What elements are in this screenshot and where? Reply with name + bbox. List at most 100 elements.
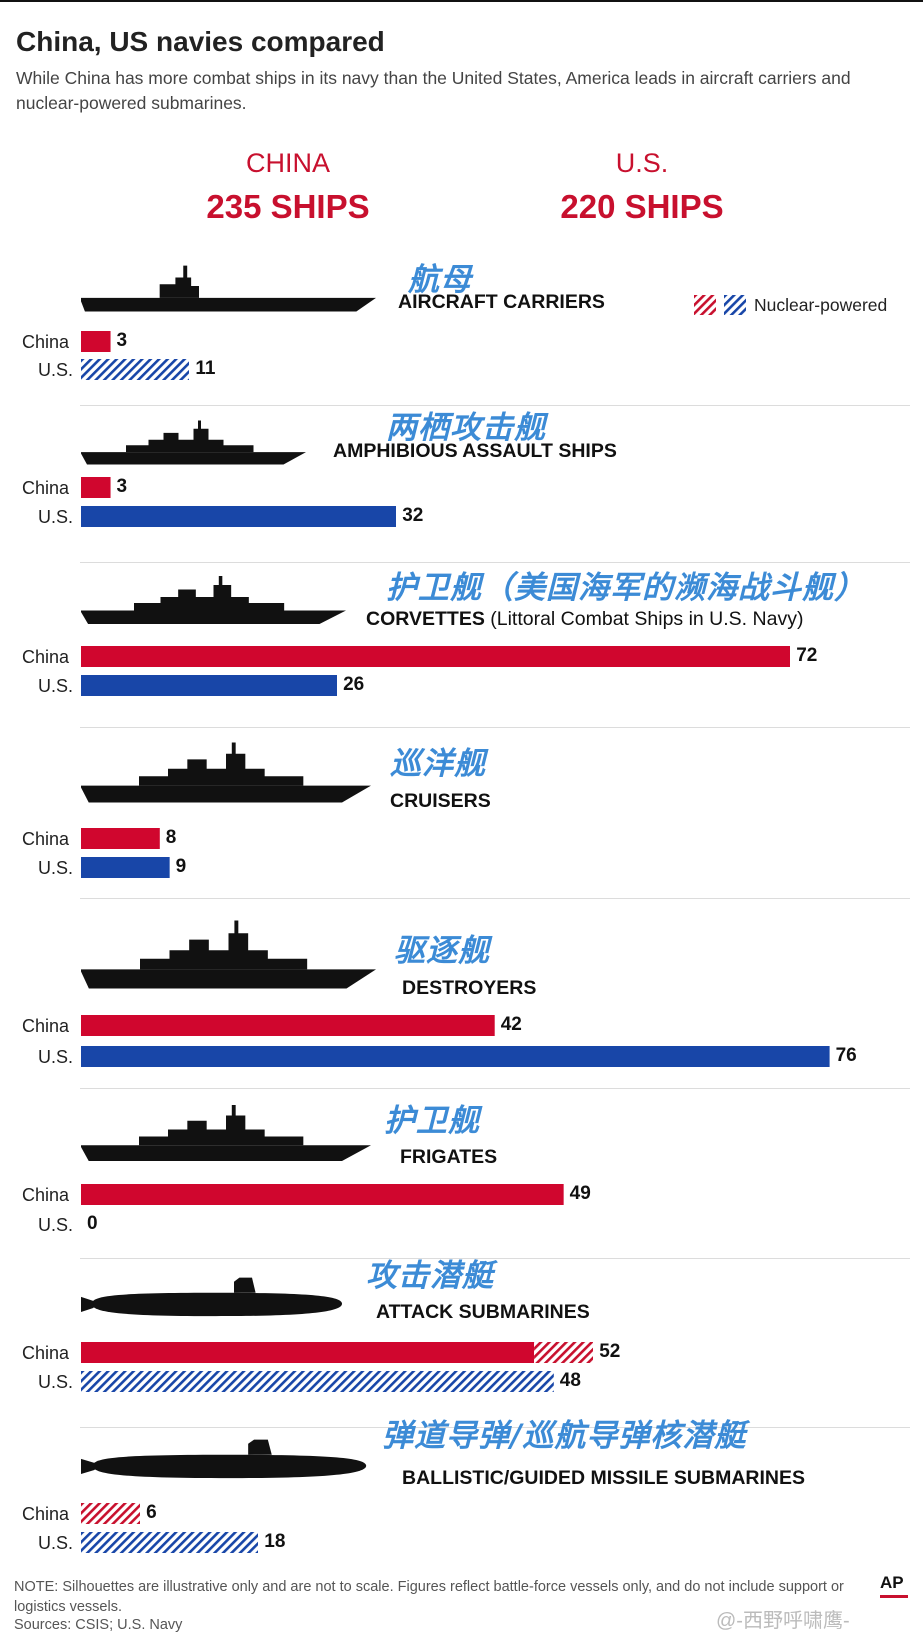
aircraft-carrier-china-row-label: China — [22, 332, 70, 352]
china-total-label: CHINA — [245, 148, 330, 178]
legend-china-hatch-swatch — [694, 295, 716, 315]
corvette-english-note: (Littoral Combat Ships in U.S. Navy) — [484, 608, 804, 630]
aircraft-carrier-us-row-label: U.S. — [38, 360, 74, 380]
amphibious-ship-english-label: AMPHIBIOUS ASSAULT SHIPS — [333, 440, 617, 462]
corvette-english-label: CORVETTES (Littoral Combat Ships in U.S.… — [366, 608, 804, 630]
destroyer-icon — [81, 912, 376, 1002]
cruiser-us-row-label: U.S. — [38, 858, 74, 878]
top-rule — [0, 0, 923, 2]
corvette-separator — [80, 727, 910, 728]
corvette-china-row-label: China — [22, 647, 70, 667]
destroyer-us-bar — [81, 1046, 830, 1067]
attack-submarine-us-bar-nuclear — [81, 1371, 554, 1392]
china-total-ships: 235 SHIPS — [206, 188, 370, 225]
amphibious-ship-us-bar-solid — [81, 506, 397, 527]
cruiser-china-row-label: China — [22, 829, 70, 849]
missile-submarine-chinese-label: 弹道导弹/巡航导弹核潜艇 — [382, 1418, 747, 1454]
cruiser-english-label: CRUISERS — [390, 790, 491, 812]
frigate-us-bar — [81, 1214, 82, 1235]
chart-subtitle: While China has more combat ships in its… — [16, 68, 851, 113]
cruiser-us-bar-value: 9 — [175, 856, 187, 877]
destroyer-separator — [80, 1088, 910, 1089]
frigate-icon — [81, 1098, 371, 1173]
cruiser-icon — [81, 735, 371, 815]
aircraft-carrier-china-bar-solid — [81, 331, 111, 352]
aircraft-carrier-china-bar-value: 3 — [116, 330, 128, 351]
missile-submarine-us-bar — [81, 1532, 259, 1553]
destroyer-china-bar-solid — [81, 1015, 495, 1036]
cruiser-china-bar-solid — [81, 828, 160, 849]
frigate-china-row-label: China — [22, 1185, 70, 1205]
destroyer-chinese-label: 驱逐舰 — [394, 933, 490, 969]
us-total-label: U.S. — [615, 148, 669, 178]
destroyer-china-row-label: China — [22, 1016, 70, 1036]
amphibious-ship-icon — [81, 415, 306, 475]
destroyer-us-bar-value: 76 — [835, 1045, 857, 1066]
cruiser-us-bar — [81, 857, 170, 878]
cruiser-china-bar-value: 8 — [165, 827, 177, 848]
attack-submarine-us-row-label: U.S. — [38, 1372, 74, 1392]
attack-submarine-china-bar — [81, 1342, 594, 1363]
missile-submarine-english-label: BALLISTIC/GUIDED MISSILE SUBMARINES — [402, 1467, 806, 1489]
corvette-us-row-label: U.S. — [38, 676, 74, 696]
destroyer-china-bar-value: 42 — [500, 1014, 522, 1035]
missile-submarine-china-bar-nuclear — [81, 1503, 141, 1524]
frigate-separator — [80, 1258, 910, 1259]
aircraft-carrier-us-bar-nuclear — [81, 359, 190, 380]
legend-label: Nuclear-powered — [754, 295, 888, 315]
missile-submarine-us-bar-nuclear — [81, 1532, 259, 1553]
aircraft-carrier-china-bar — [81, 331, 111, 352]
attack-submarine-english-label: ATTACK SUBMARINES — [376, 1301, 590, 1323]
watermark: @-西野呼啸鹰- — [716, 1610, 850, 1632]
destroyer-us-bar-solid — [81, 1046, 830, 1067]
cruiser-chinese-label: 巡洋舰 — [390, 746, 486, 782]
attack-submarine-chinese-label: 攻击潜艇 — [366, 1258, 494, 1294]
missile-submarine-china-row-label: China — [22, 1504, 70, 1524]
aircraft-carrier-english-label: AIRCRAFT CARRIERS — [398, 291, 605, 313]
attack-submarine-us-bar-value: 48 — [559, 1370, 581, 1391]
amphibious-ship-china-bar — [81, 477, 111, 498]
missile-submarine-china-bar-value: 6 — [146, 1502, 157, 1523]
attack-submarine-separator — [80, 1427, 910, 1428]
amphibious-ship-chinese-label: 两栖攻击舰 — [386, 410, 546, 446]
destroyer-english-label: DESTROYERS — [402, 977, 537, 999]
legend-us-hatch-swatch — [724, 295, 746, 315]
frigate-china-bar — [81, 1184, 564, 1205]
ap-logo-underline — [880, 1595, 908, 1598]
sources: Sources: CSIS; U.S. Navy — [14, 1617, 183, 1633]
corvette-chinese-label: 护卫舰（美国海军的濒海战斗舰） — [386, 570, 866, 606]
frigate-china-bar-value: 49 — [569, 1183, 591, 1204]
corvette-china-bar-solid — [81, 646, 791, 667]
chart-title: China, US navies compared — [16, 26, 385, 57]
cruiser-china-bar — [81, 828, 160, 849]
corvette-icon — [81, 570, 346, 635]
amphibious-ship-china-bar-solid — [81, 477, 111, 498]
corvette-us-bar — [81, 675, 338, 696]
footnote: NOTE: Silhouettes are illustrative only … — [14, 1579, 844, 1615]
attack-submarine-china-bar-solid — [81, 1342, 535, 1363]
corvette-china-bar — [81, 646, 791, 667]
frigate-us-bar-value: 0 — [87, 1213, 98, 1234]
amphibious-ship-china-bar-value: 3 — [116, 476, 128, 497]
aircraft-carrier-separator — [80, 405, 910, 406]
attack-submarine-us-bar — [81, 1371, 554, 1392]
amphibious-ship-china-row-label: China — [22, 478, 70, 498]
cruiser-us-bar-solid — [81, 857, 170, 878]
us-total-ships: 220 SHIPS — [560, 188, 724, 225]
attack-submarine-china-bar-nuclear — [534, 1342, 594, 1363]
aircraft-carrier-chinese-label: 航母 — [408, 262, 472, 298]
ap-logo: AP — [880, 1573, 904, 1592]
corvette-us-bar-value: 26 — [343, 674, 365, 695]
aircraft-carrier-icon — [81, 252, 376, 325]
amphibious-ship-separator — [80, 562, 910, 563]
missile-submarine-china-bar — [81, 1503, 141, 1524]
missile-submarine-us-bar-value: 18 — [264, 1531, 286, 1552]
frigate-english-label: FRIGATES — [400, 1146, 498, 1168]
cruiser-separator — [80, 898, 910, 899]
frigate-china-bar-solid — [81, 1184, 564, 1205]
amphibious-ship-us-bar — [81, 506, 397, 527]
missile-submarine-us-row-label: U.S. — [38, 1533, 74, 1553]
corvette-us-bar-solid — [81, 675, 338, 696]
aircraft-carrier-us-bar-value: 11 — [195, 358, 216, 379]
destroyer-china-bar — [81, 1015, 495, 1036]
